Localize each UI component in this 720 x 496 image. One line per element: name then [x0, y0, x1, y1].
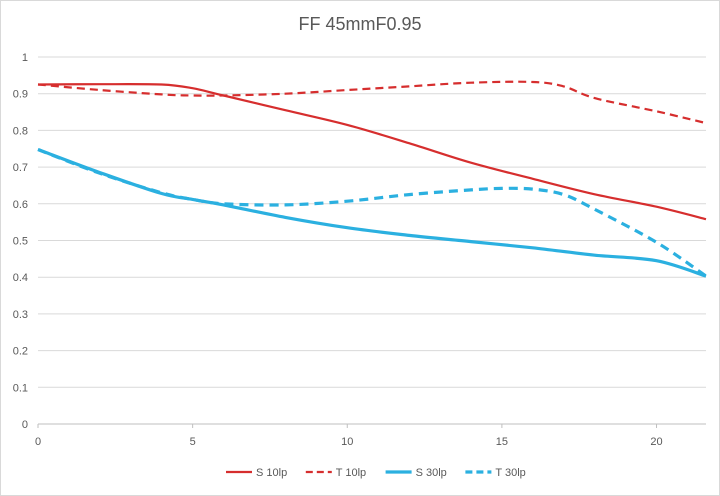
legend-label: T 30lp: [495, 467, 525, 479]
y-tick-label: 0.2: [13, 346, 28, 358]
y-axis: 0 0.1 0.2 0.3 0.4 0.5 0.6 0.7 0.8 0.9 1: [13, 52, 28, 431]
x-tick-label: 5: [190, 436, 196, 448]
y-tick-label: 0.5: [13, 236, 28, 248]
chart-title: FF 45mmF0.95: [298, 14, 422, 34]
y-tick-label: 0.9: [13, 89, 28, 101]
y-tick-label: 0.6: [13, 199, 28, 211]
y-tick-label: 0.4: [13, 272, 28, 284]
series-line-t-30lp: [37, 148, 707, 278]
y-tick-label: 0: [22, 419, 28, 431]
legend: S 10lp T 10lp S 30lp T 30lp: [226, 467, 526, 479]
y-tick-label: 0.8: [13, 125, 28, 137]
series-line-s-10lp: [37, 83, 707, 221]
legend-label: S 10lp: [256, 467, 287, 479]
series-lines: [37, 80, 707, 278]
series-line-t-10lp: [37, 80, 707, 125]
x-axis: 0 5 10 15 20: [35, 424, 663, 448]
y-tick-label: 0.3: [13, 309, 28, 321]
y-tick-label: 0.7: [13, 162, 28, 174]
x-tick-label: 20: [650, 436, 662, 448]
grid: [38, 56, 706, 425]
x-tick-label: 10: [341, 436, 353, 448]
series-line-s-30lp: [37, 147, 707, 278]
x-tick-label: 0: [35, 436, 41, 448]
legend-label: S 30lp: [416, 467, 447, 479]
x-tick-label: 15: [496, 436, 508, 448]
legend-label: T 10lp: [336, 467, 366, 479]
y-tick-label: 1: [22, 52, 28, 64]
y-tick-label: 0.1: [13, 382, 28, 394]
